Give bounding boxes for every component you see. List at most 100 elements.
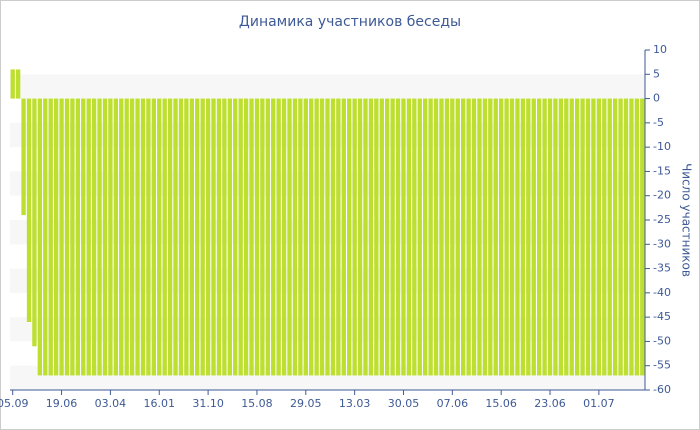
x-tick-label: 29.05 [290, 397, 322, 410]
bar [48, 98, 53, 376]
x-tick-label: 03.04 [95, 397, 127, 410]
bar [314, 98, 319, 376]
bar [488, 98, 493, 376]
bar [200, 98, 205, 376]
bar [466, 98, 471, 376]
chart-title: Динамика участников беседы [239, 14, 461, 30]
bar [564, 98, 569, 376]
bar [70, 98, 75, 376]
bar [542, 98, 547, 376]
bar [634, 98, 640, 376]
bar [222, 98, 227, 376]
x-tick-label: 31.10 [192, 397, 224, 410]
bar [536, 98, 542, 376]
bar [298, 98, 303, 376]
bar [189, 98, 194, 376]
bar [53, 98, 59, 376]
bar [254, 98, 260, 376]
bar [91, 98, 97, 376]
bar [178, 98, 184, 376]
bar [450, 98, 455, 376]
x-tick-label: 15.08 [241, 397, 273, 410]
bar [173, 98, 178, 376]
bar [499, 98, 504, 376]
bar [113, 98, 119, 376]
bar [140, 98, 146, 376]
bar [15, 69, 21, 99]
bar [347, 98, 352, 376]
bar [260, 98, 265, 376]
bar [520, 98, 526, 376]
bar [281, 98, 287, 376]
y-tick-label: -25 [653, 213, 671, 226]
bar [86, 98, 91, 376]
bar [412, 98, 417, 376]
y-tick-label: 5 [653, 67, 660, 80]
y-tick-label: 0 [653, 92, 660, 105]
bar [569, 98, 574, 376]
bar [585, 98, 591, 376]
bar [227, 98, 232, 376]
bar [341, 98, 346, 376]
bar [629, 98, 634, 376]
bar [417, 98, 422, 376]
bar [21, 98, 26, 216]
bar [433, 98, 439, 376]
y-tick-label: -40 [653, 286, 671, 299]
bar [374, 98, 379, 376]
bar [124, 98, 129, 376]
bar [526, 98, 531, 376]
bar [336, 98, 341, 376]
bar [330, 98, 336, 376]
bar [205, 98, 211, 376]
bar [471, 98, 477, 376]
bar [379, 98, 384, 376]
bar [325, 98, 330, 376]
y-tick-label: -30 [653, 237, 671, 250]
bar [493, 98, 498, 376]
bar [612, 98, 618, 376]
bar [368, 98, 374, 376]
bar [444, 98, 450, 376]
bar [357, 98, 363, 376]
bar [75, 98, 81, 376]
bar [129, 98, 135, 376]
x-tick-label: 15.06 [485, 397, 517, 410]
bar [309, 98, 314, 376]
bar [618, 98, 623, 376]
bar [477, 98, 482, 376]
bar [119, 98, 124, 376]
bar [423, 98, 428, 376]
bar [157, 98, 162, 376]
bar [640, 98, 645, 376]
bar [64, 98, 70, 376]
x-tick-label: 16.01 [144, 397, 176, 410]
bar [531, 98, 536, 376]
y-tick-label: -35 [653, 262, 671, 275]
bar [211, 98, 216, 376]
bar [26, 98, 32, 322]
bar [363, 98, 368, 376]
bar [395, 98, 401, 376]
bar [461, 98, 466, 376]
bar [32, 98, 37, 347]
y-tick-label: -50 [653, 334, 671, 347]
bar [216, 98, 222, 376]
bar [591, 98, 596, 376]
bar [406, 98, 412, 376]
y-tick-label: -45 [653, 310, 671, 323]
x-tick-label: 23.06 [534, 397, 566, 410]
bar [97, 98, 102, 376]
x-tick-label: 01.07 [583, 397, 615, 410]
y-tick-label: -60 [653, 383, 671, 396]
bar [238, 98, 243, 376]
y-tick-label: -5 [653, 116, 664, 129]
bar [547, 98, 553, 376]
bar [607, 98, 612, 376]
bar [580, 98, 585, 376]
bar [504, 98, 509, 376]
bar [81, 98, 86, 376]
bar [596, 98, 602, 376]
x-tick-label: 07.06 [437, 397, 469, 410]
